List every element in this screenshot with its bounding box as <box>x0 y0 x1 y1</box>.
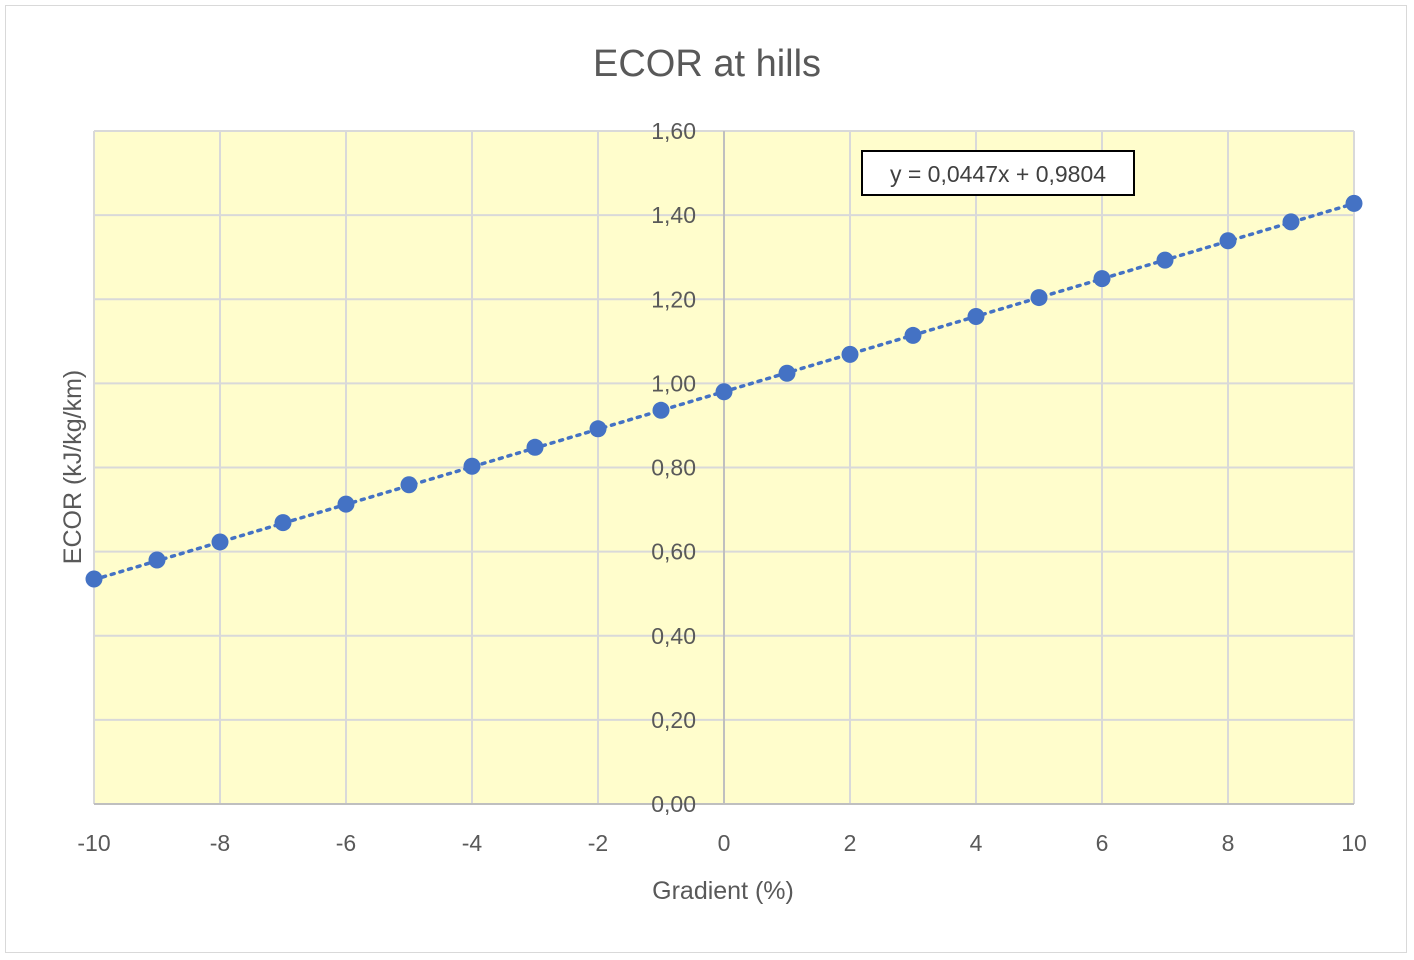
y-tick-label: 1,20 <box>651 286 696 312</box>
y-tick-label: 1,60 <box>651 118 696 144</box>
data-point <box>1219 232 1237 250</box>
data-point <box>715 383 733 401</box>
trendline-equation-box: y = 0,0447x + 0,9804 <box>861 150 1135 196</box>
x-tick-label: -8 <box>210 830 230 856</box>
trendline-equation: y = 0,0447x + 0,9804 <box>890 161 1106 187</box>
data-point <box>1282 213 1300 231</box>
data-point <box>1030 289 1048 307</box>
x-tick-label: 6 <box>1096 830 1109 856</box>
x-tick-label: 0 <box>718 830 731 856</box>
y-tick-label: 1,00 <box>651 370 696 396</box>
data-point <box>85 570 103 588</box>
data-point <box>652 401 670 419</box>
x-tick-label: 10 <box>1341 830 1367 856</box>
x-tick-label: -6 <box>336 830 356 856</box>
data-point <box>1345 194 1363 212</box>
y-tick-labels: 0,00 0,20 0,40 0,60 0,80 1,00 1,20 1,40 1,60 <box>651 118 696 817</box>
y-axis-title: ECOR (kJ/kg/km) <box>59 370 87 564</box>
data-point <box>904 326 922 344</box>
trendline-equation-frame <box>861 150 1135 196</box>
data-point <box>274 514 292 532</box>
x-tick-label: 2 <box>844 830 857 856</box>
x-axis-title: Gradient (%) <box>652 877 794 905</box>
x-tick-label: -10 <box>77 830 110 856</box>
y-tick-label: 0,60 <box>651 539 696 565</box>
x-tick-label: -4 <box>462 830 483 856</box>
data-point <box>778 364 796 382</box>
data-point <box>148 551 166 569</box>
data-point <box>1156 251 1174 269</box>
data-point <box>967 307 985 325</box>
data-point <box>400 476 418 494</box>
y-tick-label: 0,80 <box>651 455 696 481</box>
data-point <box>589 420 607 438</box>
data-point <box>463 457 481 475</box>
data-point <box>841 345 859 363</box>
data-point <box>337 495 355 513</box>
x-tick-label: 8 <box>1222 830 1235 856</box>
data-point <box>1093 270 1111 288</box>
data-points <box>85 194 1363 588</box>
y-tick-label: 1,40 <box>651 202 696 228</box>
data-point <box>526 438 544 456</box>
data-point <box>211 533 229 551</box>
chart-title: ECOR at hills <box>593 43 821 85</box>
x-tick-label: -2 <box>588 830 608 856</box>
y-tick-label: 0,40 <box>651 623 696 649</box>
x-tick-labels: -10 -8 -6 -4 -2 0 2 4 6 8 10 <box>77 830 1366 856</box>
x-tick-label: 4 <box>970 830 983 856</box>
y-tick-label: 0,20 <box>651 707 696 733</box>
y-tick-label: 0,00 <box>651 791 696 817</box>
